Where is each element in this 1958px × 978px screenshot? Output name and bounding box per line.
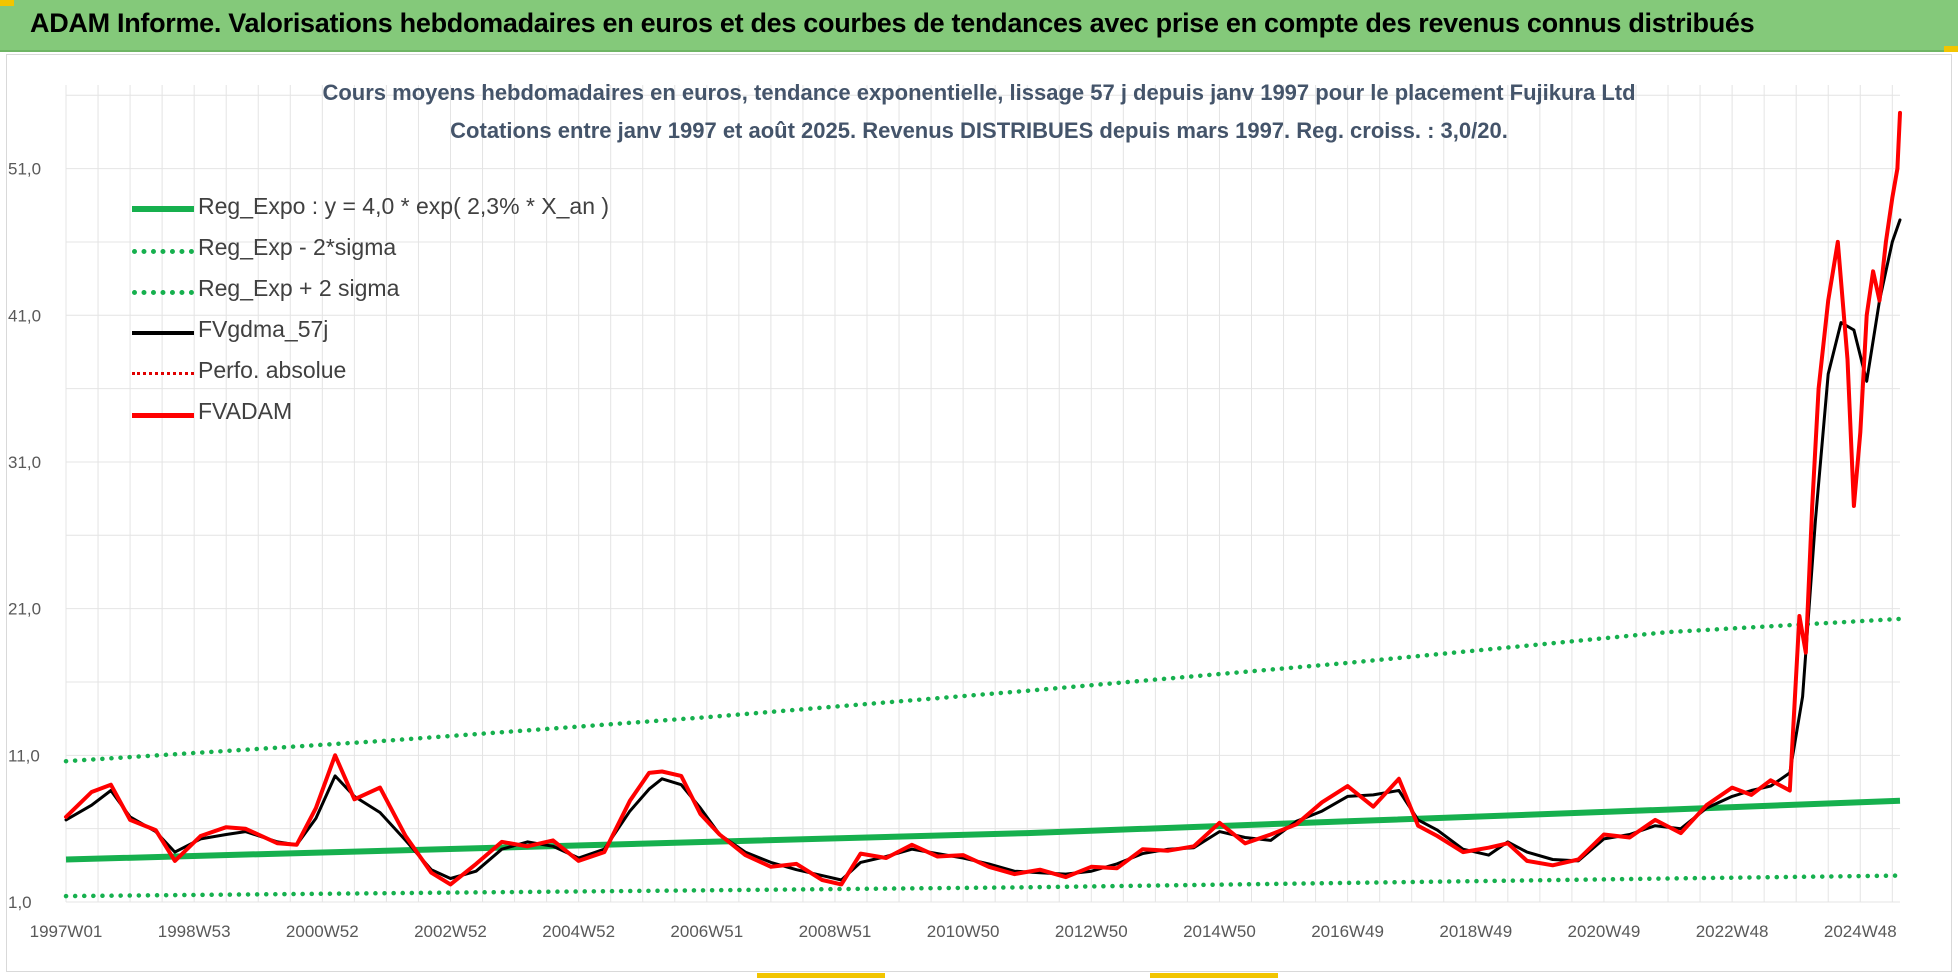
y-tick-label: 51,0 <box>8 160 41 179</box>
legend-label-reg-exp-minus: Reg_Exp - 2*sigma <box>198 234 397 260</box>
corner-mark-left <box>0 0 14 6</box>
legend-item-reg-exp-plus: Reg_Exp + 2 sigma <box>132 270 692 311</box>
legend-label-reg-expo: Reg_Expo : y = 4,0 * exp( 2,3% * X_an ) <box>198 193 610 219</box>
y-tick-label: 41,0 <box>8 306 41 325</box>
x-tick-label: 2020W49 <box>1568 922 1641 941</box>
legend-label-perfo: Perfo. absolue <box>198 357 347 383</box>
series-reg-expo-line <box>65 797 1901 863</box>
legend-item-reg-expo: Reg_Expo : y = 4,0 * exp( 2,3% * X_an ) <box>132 188 692 229</box>
legend-item-fvadam: FVADAM <box>132 393 692 434</box>
series-layer <box>63 110 1903 899</box>
corner-mark-right <box>1944 46 1958 52</box>
legend-swatch-perfo <box>132 372 194 375</box>
series-fvadam-line <box>64 110 1902 887</box>
legend-label-fvadam: FVADAM <box>198 398 293 424</box>
legend-item-fvgdma: FVgdma_57j <box>132 311 692 352</box>
legend-label-fvgdma: FVgdma_57j <box>198 316 329 342</box>
x-tick-label: 2018W49 <box>1439 922 1512 941</box>
chart-legend: Reg_Expo : y = 4,0 * exp( 2,3% * X_an ) … <box>132 188 692 434</box>
grid-lines <box>65 85 1900 903</box>
chart-title: Cours moyens hebdomadaires en euros, ten… <box>322 80 1636 105</box>
legend-swatch-fvadam <box>132 413 194 418</box>
x-tick-label: 2006W51 <box>670 922 743 941</box>
chart-frame <box>6 54 1952 972</box>
legend-item-reg-exp-minus: Reg_Exp - 2*sigma <box>132 229 692 270</box>
axis-labels: 1,0 11,0 21,0 31,0 41,0 51,0 1997W01 1998W53 200… <box>8 160 1897 941</box>
x-tick-label: 2022W48 <box>1696 922 1769 941</box>
legend-label-reg-exp-plus: Reg_Exp + 2 sigma <box>198 275 400 301</box>
legend-swatch-reg-expo <box>132 206 194 212</box>
chart-subtitle: Cotations entre janv 1997 et août 2025. … <box>450 118 1508 143</box>
x-tick-label: 2008W51 <box>799 922 872 941</box>
y-tick-label: 21,0 <box>8 600 41 619</box>
x-tick-label: 1998W53 <box>158 922 231 941</box>
x-tick-label: 2012W50 <box>1055 922 1128 941</box>
y-tick-label: 11,0 <box>8 746 40 765</box>
x-tick-label: 2010W50 <box>927 922 1000 941</box>
bottom-mark-left <box>757 973 885 978</box>
series-reg-exp-minus-line <box>63 873 1903 899</box>
legend-item-perfo: Perfo. absolue <box>132 352 692 393</box>
report-title: ADAM Informe. Valorisations hebdomadaire… <box>30 8 1755 38</box>
legend-swatch-fvgdma <box>132 331 194 335</box>
x-tick-label: 2024W48 <box>1824 922 1897 941</box>
x-tick-label: 2016W49 <box>1311 922 1384 941</box>
x-tick-label: 2014W50 <box>1183 922 1256 941</box>
x-tick-label: 2000W52 <box>286 922 359 941</box>
x-tick-label: 2002W52 <box>414 922 487 941</box>
y-tick-label: 31,0 <box>8 453 41 472</box>
x-tick-label: 1997W01 <box>30 922 103 941</box>
report-banner: ADAM Informe. Valorisations hebdomadaire… <box>0 0 1958 52</box>
legend-swatch-reg-exp-minus <box>132 249 194 254</box>
x-tick-label: 2004W52 <box>542 922 615 941</box>
series-reg-exp-plus-line <box>63 616 1903 764</box>
y-tick-label: 1,0 <box>8 893 32 912</box>
legend-swatch-reg-exp-plus <box>132 290 194 295</box>
bottom-mark-right <box>1150 973 1278 978</box>
